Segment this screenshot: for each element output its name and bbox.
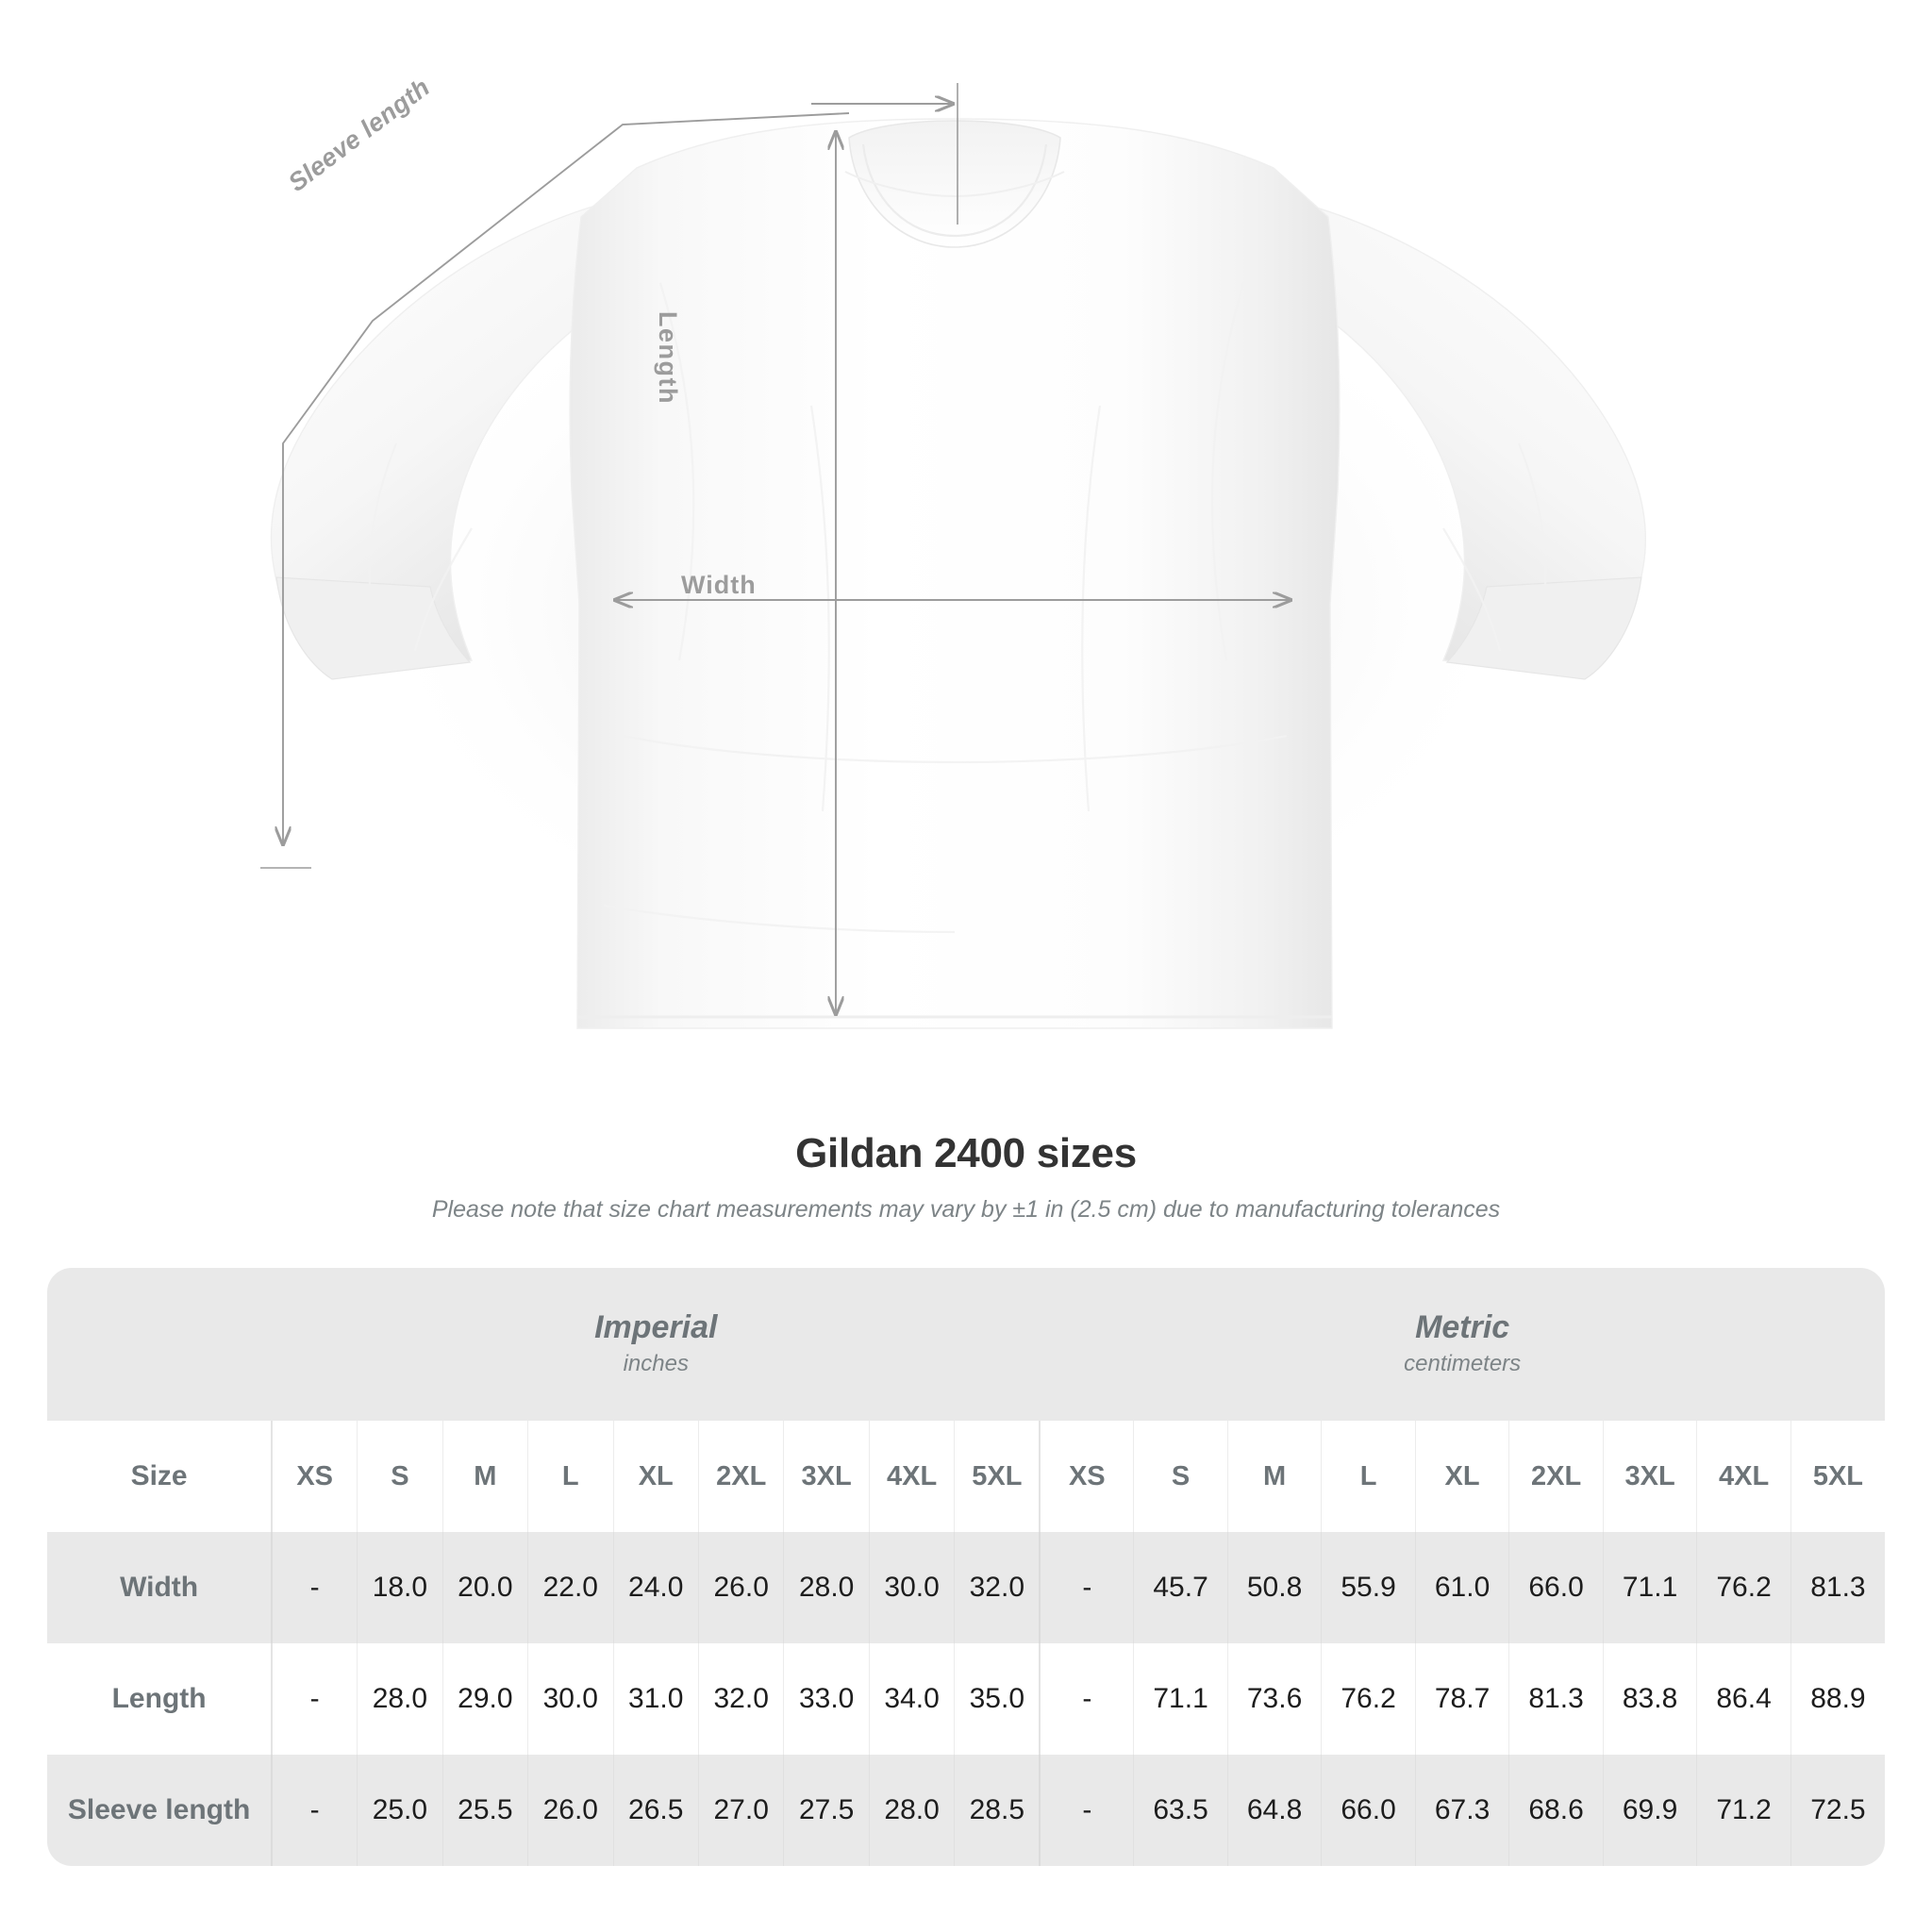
cell-sleeve-metric-2xl: 68.6 xyxy=(1508,1755,1604,1866)
tolerance-note: Please note that size chart measurements… xyxy=(431,1196,1501,1223)
size-col-imperial-l: L xyxy=(527,1421,614,1532)
row-label-sleeve-length: Sleeve length xyxy=(47,1755,274,1866)
cell-sleeve-metric-xl: 67.3 xyxy=(1415,1755,1510,1866)
size-col-metric-4xl: 4XL xyxy=(1696,1421,1791,1532)
cell-sleeve-imperial-3xl: 27.5 xyxy=(783,1755,870,1866)
cell-length-metric-l: 76.2 xyxy=(1321,1643,1416,1755)
cell-length-metric-3xl: 83.8 xyxy=(1603,1643,1698,1755)
size-col-imperial-m: M xyxy=(442,1421,529,1532)
page-title: Gildan 2400 sizes xyxy=(795,1130,1137,1176)
cell-sleeve-imperial-m: 25.5 xyxy=(442,1755,529,1866)
cell-sleeve-imperial-4xl: 28.0 xyxy=(869,1755,956,1866)
size-col-imperial-xl: XL xyxy=(613,1421,699,1532)
cell-length-imperial-2xl: 32.0 xyxy=(698,1643,785,1755)
size-col-metric-l: L xyxy=(1321,1421,1416,1532)
table-row: Sleeve length - 25.0 25.5 26.0 26.5 27.0… xyxy=(47,1755,1885,1866)
cell-sleeve-imperial-xs: - xyxy=(272,1755,358,1866)
width-label: Width xyxy=(681,571,757,599)
size-col-metric-3xl: 3XL xyxy=(1603,1421,1698,1532)
cell-sleeve-metric-l: 66.0 xyxy=(1321,1755,1416,1866)
cell-width-metric-3xl: 71.1 xyxy=(1603,1532,1698,1643)
size-col-imperial-5xl: 5XL xyxy=(954,1421,1041,1532)
table-row: Length - 28.0 29.0 30.0 31.0 32.0 33.0 3… xyxy=(47,1643,1885,1755)
cell-width-imperial-xs: - xyxy=(272,1532,358,1643)
cell-sleeve-metric-4xl: 71.2 xyxy=(1696,1755,1791,1866)
cell-length-imperial-m: 29.0 xyxy=(442,1643,529,1755)
cell-sleeve-imperial-2xl: 27.0 xyxy=(698,1755,785,1866)
cell-length-metric-xl: 78.7 xyxy=(1415,1643,1510,1755)
size-col-imperial-xs: XS xyxy=(272,1421,358,1532)
size-col-metric-s: S xyxy=(1133,1421,1228,1532)
cell-width-metric-m: 50.8 xyxy=(1227,1532,1323,1643)
size-col-imperial-3xl: 3XL xyxy=(783,1421,870,1532)
cell-length-metric-m: 73.6 xyxy=(1227,1643,1323,1755)
cell-width-imperial-5xl: 32.0 xyxy=(954,1532,1041,1643)
size-col-imperial-2xl: 2XL xyxy=(698,1421,785,1532)
cell-sleeve-metric-5xl: 72.5 xyxy=(1790,1755,1885,1866)
cell-sleeve-imperial-l: 26.0 xyxy=(527,1755,614,1866)
length-label: Length xyxy=(654,311,682,405)
cell-length-metric-4xl: 86.4 xyxy=(1696,1643,1791,1755)
cell-length-metric-s: 71.1 xyxy=(1133,1643,1228,1755)
cell-width-imperial-m: 20.0 xyxy=(442,1532,529,1643)
cell-width-metric-s: 45.7 xyxy=(1133,1532,1228,1643)
garment-illustration: Sleeve length Length Width xyxy=(260,73,1646,1029)
size-col-metric-xs: XS xyxy=(1039,1421,1135,1532)
cell-length-metric-5xl: 88.9 xyxy=(1790,1643,1885,1755)
cell-length-imperial-3xl: 33.0 xyxy=(783,1643,870,1755)
unit-header-spacer xyxy=(47,1268,273,1421)
size-col-metric-5xl: 5XL xyxy=(1790,1421,1885,1532)
cell-sleeve-metric-3xl: 69.9 xyxy=(1603,1755,1698,1866)
cell-width-metric-4xl: 76.2 xyxy=(1696,1532,1791,1643)
unit-name-imperial: Imperial xyxy=(594,1308,718,1345)
size-header-label: Size xyxy=(47,1421,274,1532)
unit-sub-metric: centimeters xyxy=(1404,1351,1522,1377)
unit-header-row: Imperial inches Metric centimeters xyxy=(47,1268,1885,1421)
cell-width-imperial-2xl: 26.0 xyxy=(698,1532,785,1643)
cell-width-metric-l: 55.9 xyxy=(1321,1532,1416,1643)
unit-header-imperial: Imperial inches xyxy=(272,1268,1041,1421)
cell-length-imperial-s: 28.0 xyxy=(357,1643,443,1755)
cell-width-metric-xl: 61.0 xyxy=(1415,1532,1510,1643)
table-row: Width - 18.0 20.0 22.0 24.0 26.0 28.0 30… xyxy=(47,1532,1885,1643)
size-col-imperial-4xl: 4XL xyxy=(869,1421,956,1532)
cell-length-imperial-xs: - xyxy=(272,1643,358,1755)
cell-width-imperial-l: 22.0 xyxy=(527,1532,614,1643)
cell-width-metric-5xl: 81.3 xyxy=(1790,1532,1885,1643)
cell-sleeve-imperial-xl: 26.5 xyxy=(613,1755,699,1866)
cell-width-imperial-s: 18.0 xyxy=(357,1532,443,1643)
cell-sleeve-metric-xs: - xyxy=(1039,1755,1135,1866)
row-label-width: Width xyxy=(47,1532,274,1643)
size-col-metric-m: M xyxy=(1227,1421,1323,1532)
cell-width-imperial-4xl: 30.0 xyxy=(869,1532,956,1643)
cell-length-imperial-4xl: 34.0 xyxy=(869,1643,956,1755)
unit-sub-imperial: inches xyxy=(623,1351,689,1377)
cell-length-imperial-5xl: 35.0 xyxy=(954,1643,1041,1755)
cell-length-metric-xs: - xyxy=(1039,1643,1135,1755)
cell-sleeve-metric-s: 63.5 xyxy=(1133,1755,1228,1866)
cell-sleeve-imperial-5xl: 28.5 xyxy=(954,1755,1041,1866)
cell-length-imperial-l: 30.0 xyxy=(527,1643,614,1755)
cell-width-imperial-xl: 24.0 xyxy=(613,1532,699,1643)
cell-width-imperial-3xl: 28.0 xyxy=(783,1532,870,1643)
cell-sleeve-metric-m: 64.8 xyxy=(1227,1755,1323,1866)
cell-sleeve-imperial-s: 25.0 xyxy=(357,1755,443,1866)
size-col-imperial-s: S xyxy=(357,1421,443,1532)
cell-width-metric-xs: - xyxy=(1039,1532,1135,1643)
unit-name-metric: Metric xyxy=(1415,1308,1510,1345)
cell-length-imperial-xl: 31.0 xyxy=(613,1643,699,1755)
size-col-metric-2xl: 2XL xyxy=(1508,1421,1604,1532)
tshirt-graphic xyxy=(270,118,1646,1029)
unit-header-metric: Metric centimeters xyxy=(1040,1268,1885,1421)
cell-length-metric-2xl: 81.3 xyxy=(1508,1643,1604,1755)
cell-width-metric-2xl: 66.0 xyxy=(1508,1532,1604,1643)
size-header-row: Size XS S M L XL 2XL 3XL 4XL 5XL XS S M … xyxy=(47,1421,1885,1532)
row-label-length: Length xyxy=(47,1643,274,1755)
size-chart-table: Imperial inches Metric centimeters Size … xyxy=(47,1268,1885,1866)
size-col-metric-xl: XL xyxy=(1415,1421,1510,1532)
measurement-guides xyxy=(260,83,1291,1014)
size-table-container: Imperial inches Metric centimeters Size … xyxy=(47,1268,1885,1866)
